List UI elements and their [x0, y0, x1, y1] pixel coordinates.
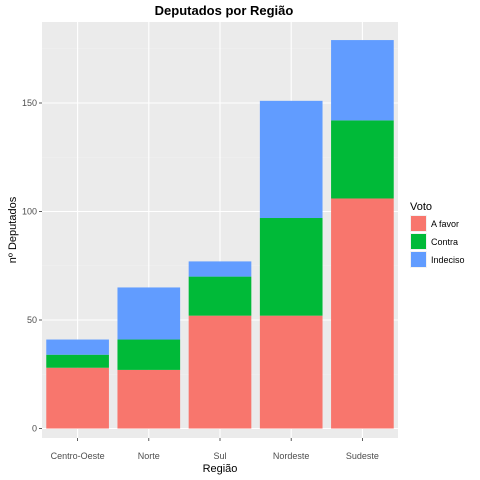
x-tick-label: Norte [138, 451, 160, 461]
x-tick-label: Sudeste [346, 451, 379, 461]
x-tick-label: Nordeste [273, 451, 310, 461]
bar-segment [188, 315, 252, 429]
y-tick-label: 150 [22, 98, 37, 108]
legend-label: A favor [431, 219, 459, 229]
x-axis-label: Região [203, 463, 238, 475]
bar-segment [259, 315, 323, 429]
legend-label: Indeciso [431, 255, 465, 265]
bars [46, 40, 394, 429]
legend-title: Voto [410, 201, 432, 213]
chart-title: Deputados por Região [155, 3, 294, 18]
x-tick-label: Sul [213, 451, 226, 461]
x-tick-label: Centro-Oeste [51, 451, 105, 461]
y-tick-label: 50 [27, 315, 37, 325]
bar-segment [331, 40, 394, 121]
y-tick-label: 100 [22, 207, 37, 217]
x-axis: Centro-Oeste Norte Sul Nordeste Sudeste [51, 438, 379, 461]
bar-segment [259, 218, 323, 316]
bar-segment [117, 287, 181, 340]
y-axis-label: nº Deputados [7, 196, 19, 263]
bar-segment [117, 369, 181, 429]
legend-label: Contra [431, 237, 458, 247]
legend-swatch [411, 252, 426, 267]
bar-segment [46, 354, 109, 368]
bar-segment [259, 100, 323, 219]
bar-segment [117, 339, 181, 370]
bar-segment [46, 339, 109, 355]
bar-segment [188, 276, 252, 316]
bar-segment [188, 261, 252, 277]
bar-segment [46, 367, 109, 429]
y-axis: 0 50 100 150 [22, 98, 42, 434]
legend-swatch [411, 216, 426, 231]
legend: Voto A favor Contra Indeciso [410, 201, 465, 268]
bar-segment [331, 120, 394, 199]
bar-segment [331, 198, 394, 429]
y-tick-label: 0 [32, 424, 37, 434]
legend-swatch [411, 234, 426, 249]
